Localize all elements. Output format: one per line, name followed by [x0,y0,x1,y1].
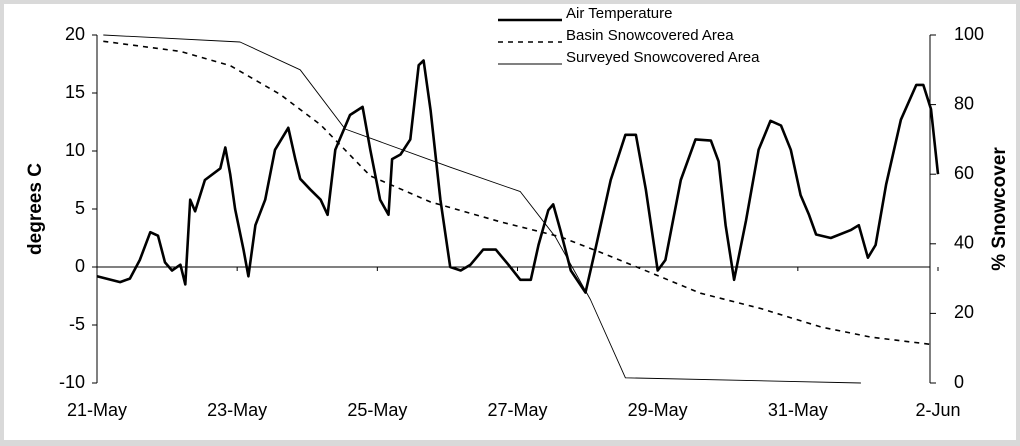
x-tick-label: 21-May [67,400,127,420]
y2-tick-label: 40 [954,233,974,253]
legend-label: Surveyed Snowcovered Area [566,49,760,66]
y2-tick-label: 0 [954,372,964,392]
series-line [103,40,932,346]
y-tick-label: 5 [75,198,85,218]
x-tick-label: 2-Jun [915,400,960,420]
y2-tick-label: 80 [954,93,974,113]
y2-tick-label: 60 [954,163,974,183]
y-axis-label: degrees C [25,163,46,255]
y-tick-label: -10 [59,372,85,392]
legend-label: Basin Snowcovered Area [566,27,734,44]
x-tick-label: 25-May [347,400,407,420]
legend-label: Air Temperature [566,5,672,22]
y-tick-label: 15 [65,82,85,102]
y-tick-label: 10 [65,140,85,160]
y2-tick-label: 100 [954,24,984,44]
series-line [96,59,940,294]
y-tick-label: 0 [75,256,85,276]
plot-background [4,4,1016,440]
x-tick-label: 31-May [768,400,828,420]
series-line [103,34,861,384]
x-tick-label: 23-May [207,400,267,420]
y2-axis-label: % Snowcover [989,147,1010,271]
y2-tick-label: 20 [954,302,974,322]
y-tick-label: 20 [65,24,85,44]
x-tick-label: 29-May [628,400,688,420]
x-tick-label: 27-May [487,400,547,420]
y-tick-label: -5 [69,314,85,334]
